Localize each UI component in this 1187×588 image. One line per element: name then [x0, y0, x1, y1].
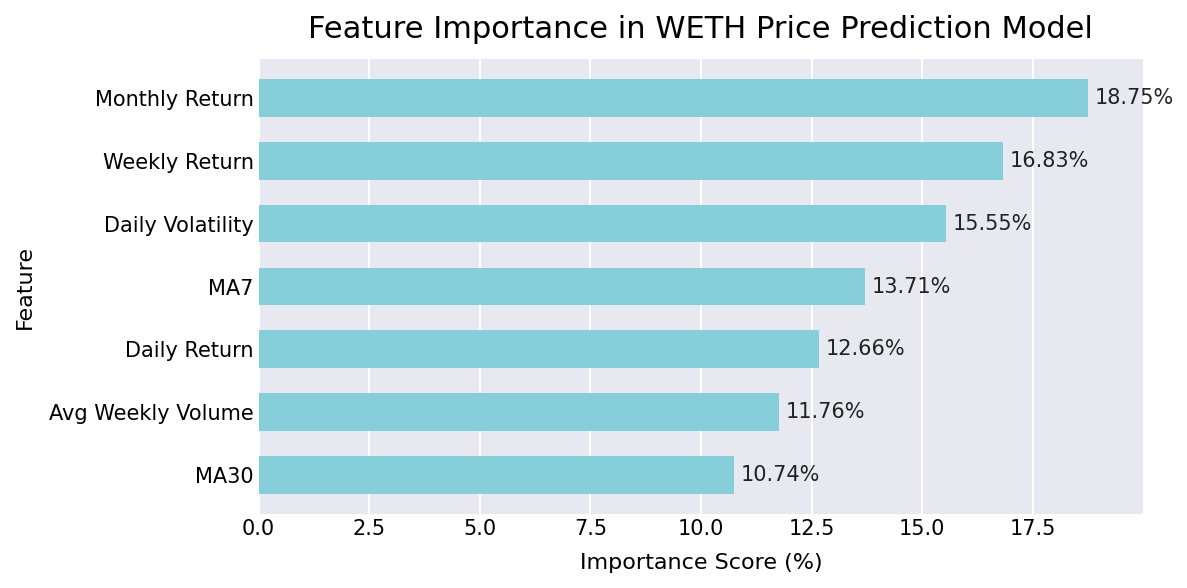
Text: 10.74%: 10.74%	[741, 465, 820, 485]
Text: 12.66%: 12.66%	[825, 339, 904, 359]
Text: 11.76%: 11.76%	[786, 402, 865, 422]
Bar	[259, 393, 779, 431]
Bar	[259, 456, 734, 493]
Bar	[259, 79, 1088, 117]
Bar	[259, 268, 865, 305]
Text: 18.75%: 18.75%	[1094, 88, 1174, 108]
Bar	[259, 142, 1003, 180]
Y-axis label: Feature: Feature	[15, 245, 34, 329]
Text: 13.71%: 13.71%	[871, 276, 951, 296]
X-axis label: Importance Score (%): Importance Score (%)	[579, 553, 823, 573]
Title: Feature Importance in WETH Price Prediction Model: Feature Importance in WETH Price Predict…	[309, 15, 1093, 44]
Bar	[259, 205, 946, 243]
Text: 16.83%: 16.83%	[1010, 151, 1090, 171]
Text: 15.55%: 15.55%	[953, 214, 1033, 234]
Bar	[259, 330, 819, 368]
